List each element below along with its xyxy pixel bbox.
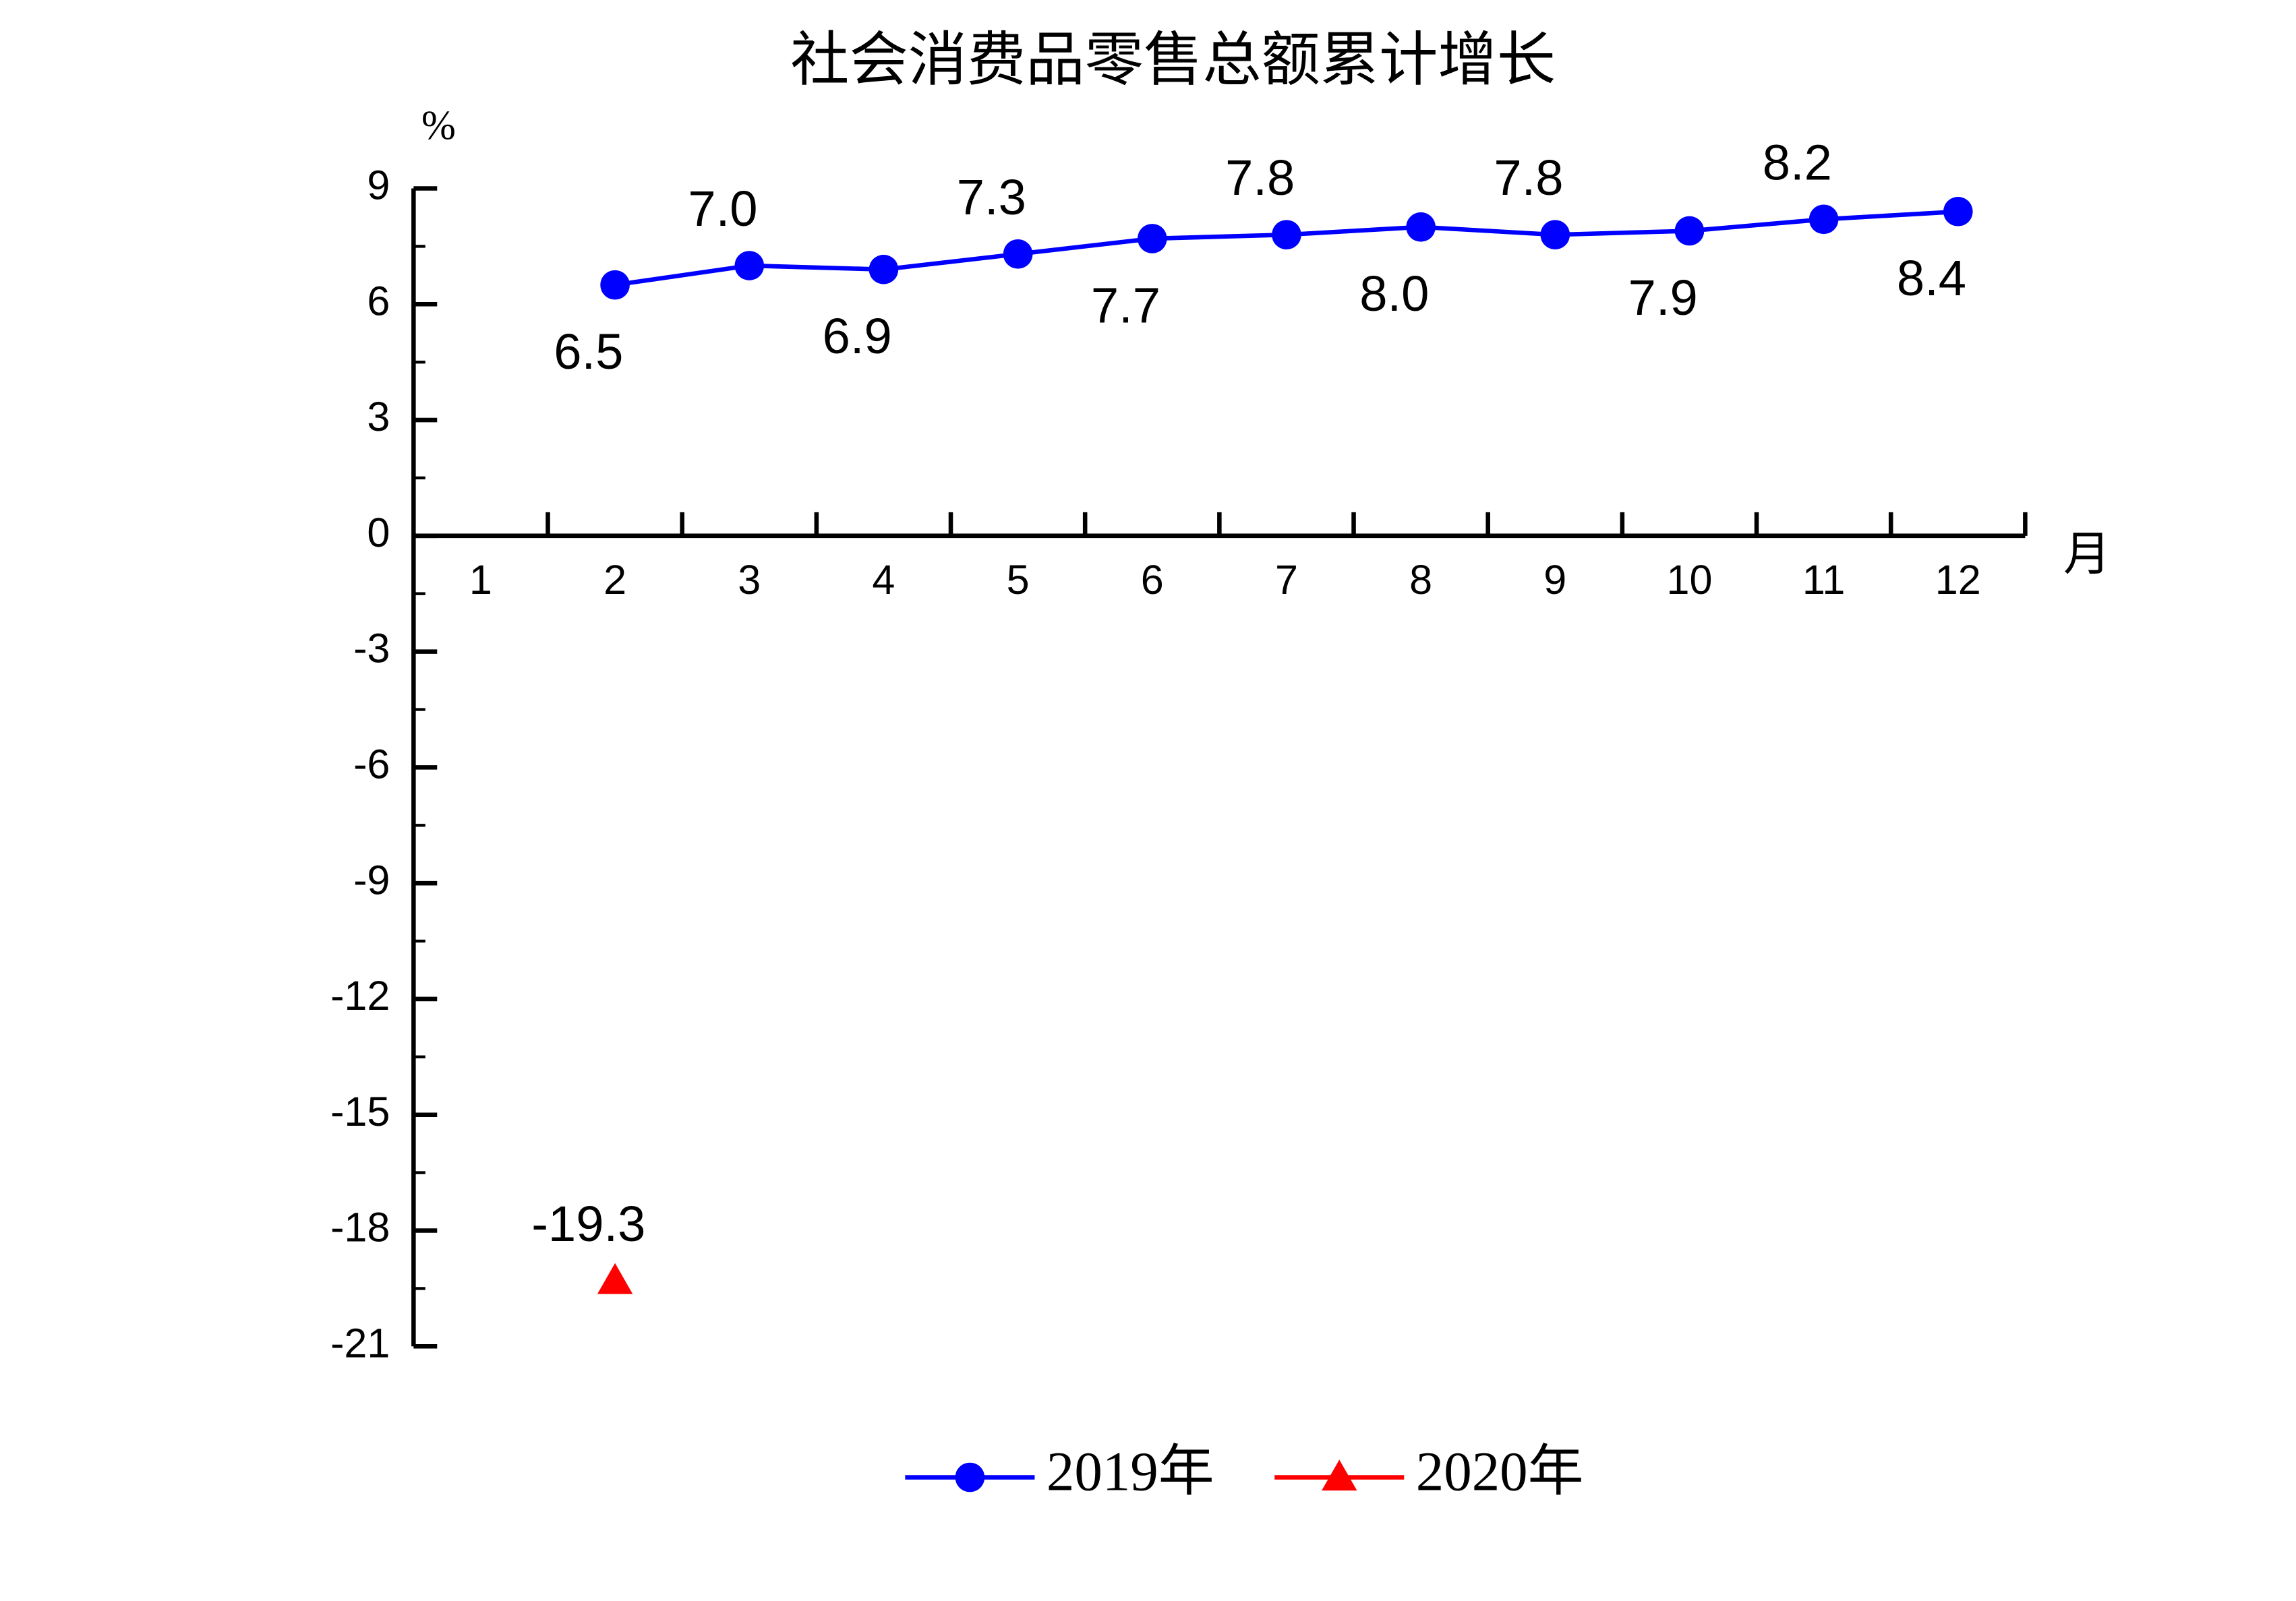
x-tick-label: 6 (1141, 557, 1164, 603)
y-tick-label: -6 (353, 742, 390, 787)
y-tick-label: -15 (330, 1089, 390, 1135)
value-label: 6.5 (554, 324, 623, 380)
value-label: 6.9 (823, 308, 892, 364)
y-tick-label: -3 (353, 626, 390, 671)
point-marker (600, 270, 630, 300)
value-label: 7.3 (957, 169, 1026, 225)
x-tick-label: 8 (1409, 557, 1432, 603)
point-marker (869, 254, 899, 284)
y-tick-label: -9 (353, 857, 390, 903)
y-tick-label: 9 (367, 162, 390, 208)
point-marker (734, 251, 765, 280)
x-tick-label: 1 (469, 557, 492, 603)
legend-label: 2019年 (1047, 1441, 1214, 1503)
point-marker (1003, 239, 1033, 269)
x-tick-label: 7 (1275, 557, 1298, 603)
point-marker (597, 1263, 633, 1294)
x-tick-label: 2 (604, 557, 626, 603)
y-tick-label: 3 (367, 394, 390, 440)
point-marker (1272, 220, 1301, 250)
value-label: 7.8 (1494, 150, 1563, 206)
x-tick-label: 10 (1666, 557, 1712, 603)
value-label: 7.7 (1091, 277, 1160, 333)
y-tick-label: -18 (330, 1205, 390, 1250)
value-label: 8.0 (1359, 266, 1429, 322)
legend-label: 2020年 (1416, 1441, 1584, 1503)
x-tick-label: 4 (872, 557, 895, 603)
x-tick-label: 11 (1802, 557, 1845, 603)
point-marker (1406, 212, 1436, 242)
value-label: 7.8 (1225, 150, 1295, 206)
value-label: -19.3 (531, 1196, 645, 1252)
point-marker (1808, 204, 1839, 235)
legend-marker (955, 1462, 985, 1492)
chart-title: 社会消费品零售总额累计增长 (790, 27, 1556, 92)
point-marker (1674, 216, 1705, 246)
y-tick-label: -21 (330, 1320, 390, 1366)
y-tick-label: -12 (330, 973, 390, 1019)
point-marker (1540, 220, 1570, 250)
y-axis-label: % (421, 103, 456, 148)
y-tick-label: 6 (367, 278, 390, 324)
value-label: 8.4 (1897, 250, 1966, 306)
x-tick-label: 3 (738, 557, 761, 603)
x-tick-label: 5 (1007, 557, 1030, 603)
x-axis-label: 月 (2063, 529, 2111, 581)
y-tick-label: 0 (367, 510, 390, 555)
point-marker (1943, 197, 1973, 226)
value-label: 8.2 (1763, 134, 1832, 190)
x-tick-label: 12 (1935, 557, 1981, 603)
legend-marker (1322, 1459, 1357, 1491)
value-label: 7.9 (1628, 270, 1698, 326)
value-label: 7.0 (688, 181, 757, 237)
point-marker (1137, 224, 1167, 253)
x-tick-label: 9 (1543, 557, 1566, 603)
